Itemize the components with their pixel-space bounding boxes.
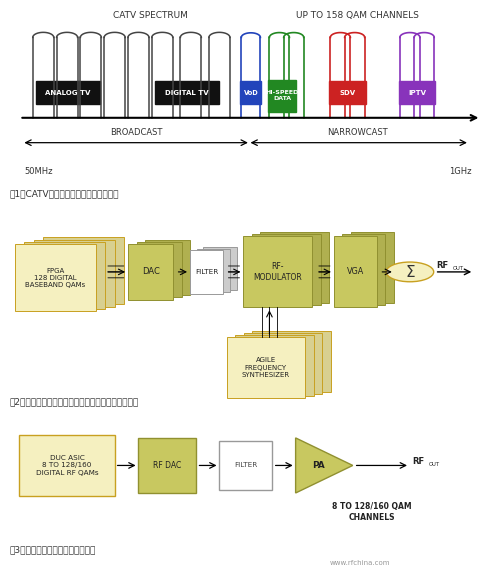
Text: 50MHz: 50MHz <box>24 167 53 176</box>
Text: FILTER: FILTER <box>195 269 218 275</box>
Bar <box>136 242 182 298</box>
Text: $\Sigma$: $\Sigma$ <box>405 264 415 280</box>
Text: UP TO 158 QAM CHANNELS: UP TO 158 QAM CHANNELS <box>296 10 419 20</box>
Bar <box>219 441 272 490</box>
Bar <box>342 234 385 305</box>
Bar <box>34 240 115 307</box>
Text: PA: PA <box>312 461 325 470</box>
Text: SDV: SDV <box>339 90 356 96</box>
Text: HI-SPEED
DATA: HI-SPEED DATA <box>266 90 299 101</box>
Bar <box>268 79 296 112</box>
Text: RF: RF <box>412 456 425 466</box>
Bar <box>36 81 100 104</box>
Bar <box>203 247 237 290</box>
Text: IPTV: IPTV <box>408 90 426 96</box>
Bar <box>145 240 190 295</box>
Text: DAC: DAC <box>142 267 160 277</box>
Bar <box>252 331 331 392</box>
Text: 8 TO 128/160 QAM
CHANNELS: 8 TO 128/160 QAM CHANNELS <box>332 502 412 522</box>
Bar <box>128 244 173 299</box>
Bar <box>244 333 322 394</box>
Text: VGA: VGA <box>347 267 364 277</box>
Text: RF DAC: RF DAC <box>153 461 181 470</box>
Bar <box>155 81 219 104</box>
Text: CATV SPECTRUM: CATV SPECTRUM <box>113 10 188 20</box>
Text: 图3，直接变频发送器为单信号链。: 图3，直接变频发送器为单信号链。 <box>10 545 96 554</box>
Bar <box>399 81 435 104</box>
Text: www.rfchina.com: www.rfchina.com <box>329 560 390 565</box>
Bar <box>243 237 312 307</box>
Bar <box>329 81 366 104</box>
FancyBboxPatch shape <box>138 438 195 493</box>
Bar <box>241 81 261 104</box>
Bar <box>260 232 329 303</box>
Bar <box>235 335 313 396</box>
Text: FILTER: FILTER <box>234 462 257 469</box>
Text: OUT: OUT <box>429 462 440 467</box>
Text: 图2，前期模拟上变频转换需要多个模拟发送器实现。: 图2，前期模拟上变频转换需要多个模拟发送器实现。 <box>10 397 139 406</box>
Bar <box>15 244 96 311</box>
Text: BROADCAST: BROADCAST <box>110 128 162 137</box>
Text: VoD: VoD <box>244 90 258 96</box>
Text: 1GHz: 1GHz <box>449 167 472 176</box>
Text: ANALOG TV: ANALOG TV <box>45 90 91 96</box>
Bar <box>196 249 230 292</box>
Bar <box>227 337 305 398</box>
Text: NARROWCAST: NARROWCAST <box>327 128 388 137</box>
Text: RF-
MODULATOR: RF- MODULATOR <box>253 262 302 282</box>
Bar <box>351 232 394 303</box>
Text: FPGA
128 DIGITAL
BASEBAND QAMs: FPGA 128 DIGITAL BASEBAND QAMs <box>25 267 85 288</box>
Text: DIGITAL TV: DIGITAL TV <box>165 90 209 96</box>
Text: DUC ASIC
8 TO 128/160
DIGITAL RF QAMs: DUC ASIC 8 TO 128/160 DIGITAL RF QAMs <box>36 455 98 476</box>
Bar <box>19 435 115 496</box>
Text: RF: RF <box>436 260 448 270</box>
Circle shape <box>386 262 434 282</box>
Text: AGILE
FREQUENCY
SYNTHESIZER: AGILE FREQUENCY SYNTHESIZER <box>242 357 290 378</box>
Bar <box>334 237 376 307</box>
Polygon shape <box>296 438 353 493</box>
Text: 图1，CATV频谱包括了广播和窄播业务。: 图1，CATV频谱包括了广播和窄播业务。 <box>10 189 120 198</box>
Bar <box>190 250 223 293</box>
Bar <box>24 242 105 309</box>
Bar <box>43 237 124 304</box>
Text: OUT: OUT <box>453 266 464 271</box>
Bar <box>252 234 321 305</box>
